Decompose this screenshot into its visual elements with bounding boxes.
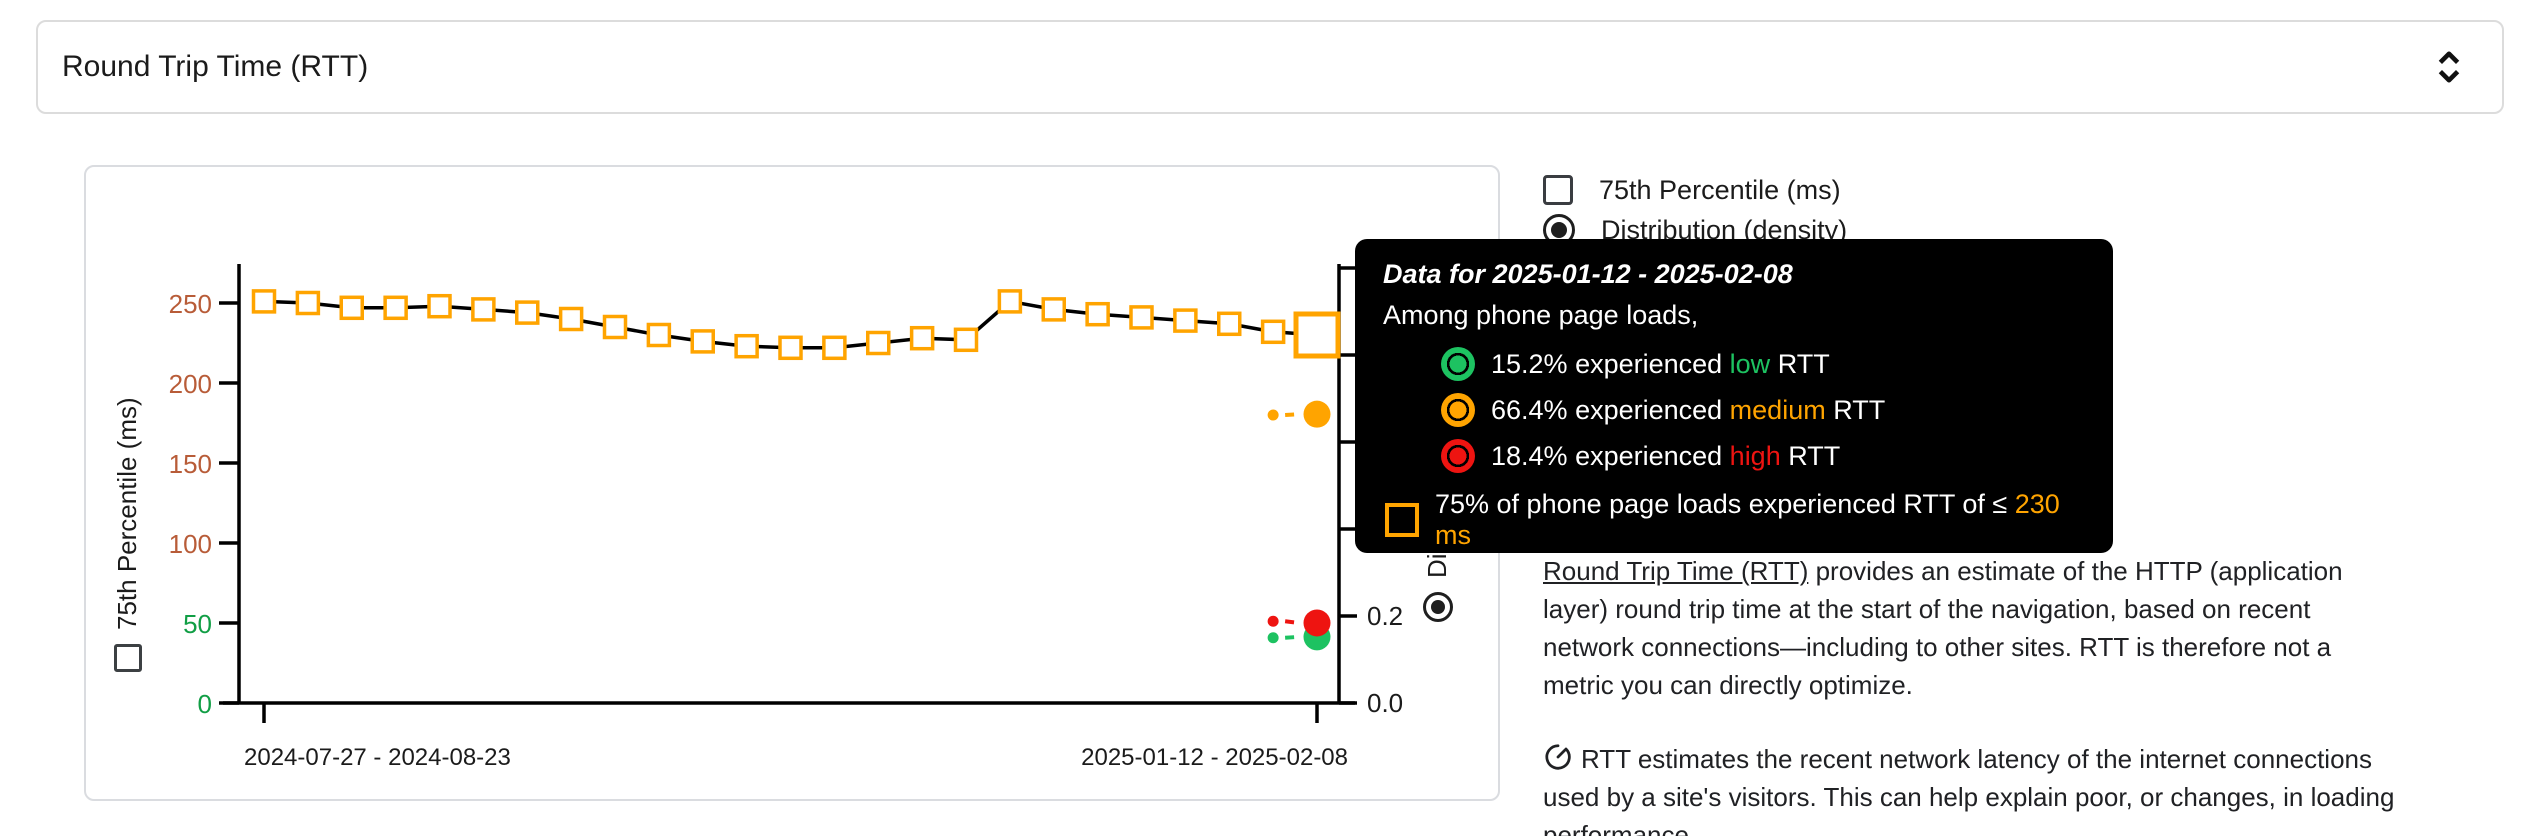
- metric-select-value: Round Trip Time (RTT): [62, 50, 369, 83]
- unfold-more-icon: [2438, 51, 2460, 83]
- svg-text:0.0: 0.0: [1367, 688, 1403, 718]
- svg-text:2025-01-12 - 2025-02-08: 2025-01-12 - 2025-02-08: [1081, 744, 1348, 771]
- tooltip-row-high: 18.4% experienced high RTT: [1383, 439, 2087, 473]
- rtt-explainer-paragraph: RTT estimates the recent network latency…: [1543, 744, 2395, 836]
- left-axis-label: 75th Percentile (ms): [112, 397, 143, 672]
- tooltip-row-low: 15.2% experienced low RTT: [1383, 347, 2087, 381]
- medium-rtt-dot-icon: [1441, 393, 1475, 427]
- svg-text:0: 0: [198, 689, 212, 719]
- high-rtt-dot-icon: [1441, 439, 1475, 473]
- speedometer-icon: [1545, 744, 1571, 770]
- rtt-docs-link[interactable]: Round Trip Time (RTT): [1543, 556, 1809, 586]
- svg-text:200: 200: [169, 369, 212, 399]
- left-axis-label-text: 75th Percentile (ms): [112, 397, 142, 630]
- rtt-line-chart[interactable]: 0 50 100 150 200 250 0.0 0.2 2024-07-27 - 2024-0…: [86, 167, 1502, 803]
- low-rtt-dot-icon: [1441, 347, 1475, 381]
- tooltip-subtitle: Among phone page loads,: [1383, 300, 1699, 330]
- metric-select[interactable]: Round Trip Time (RTT): [36, 20, 2504, 114]
- svg-text:150: 150: [169, 449, 212, 479]
- checkbox-unchecked-icon[interactable]: [1543, 175, 1573, 205]
- rtt-description-paragraph: Round Trip Time (RTT) provides an estima…: [1543, 556, 2343, 700]
- chart-tooltip: Data for 2025-01-12 - 2025-02-08 Among p…: [1355, 239, 2113, 553]
- percentile-square-icon: [1385, 503, 1419, 537]
- svg-text:50: 50: [183, 609, 212, 639]
- svg-text:2024-07-27 - 2024-08-23: 2024-07-27 - 2024-08-23: [244, 744, 511, 771]
- tooltip-row-percentile: 75% of phone page loads experienced RTT …: [1383, 489, 2087, 551]
- svg-text:250: 250: [169, 289, 212, 319]
- legend: 75th Percentile (ms) Distribution (densi…: [1543, 170, 1847, 250]
- checkbox-glyph-icon: [113, 644, 142, 672]
- chart-card: 0 50 100 150 200 250 0.0 0.2 2024-07-27 - 2024-0…: [84, 165, 1500, 801]
- metric-description: Round Trip Time (RTT) provides an estima…: [1543, 552, 2403, 836]
- svg-text:0.2: 0.2: [1367, 601, 1403, 631]
- radio-glyph-icon: [1422, 592, 1453, 622]
- tooltip-row-medium: 66.4% experienced medium RTT: [1383, 393, 2087, 427]
- svg-text:100: 100: [169, 529, 212, 559]
- legend-label: 75th Percentile (ms): [1599, 174, 1841, 205]
- legend-item-75th-percentile[interactable]: 75th Percentile (ms): [1543, 170, 1847, 210]
- tooltip-title: Data for 2025-01-12 - 2025-02-08: [1383, 259, 1793, 289]
